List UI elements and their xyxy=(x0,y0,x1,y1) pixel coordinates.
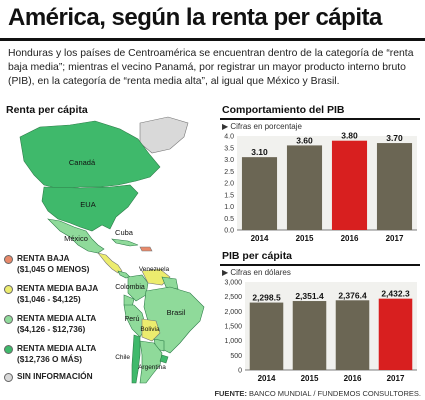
chart1-title: Comportamiento del PIB xyxy=(222,104,345,116)
legend-swatch-lower-mid xyxy=(4,285,13,294)
gdp-per-capita-chart: 0 500 1,000 1,500 2,000 2,500 3,000 2,298.5 2014… xyxy=(224,280,417,383)
uruguay-shape xyxy=(159,354,169,364)
argentina-shape xyxy=(139,340,163,384)
cuba-shape xyxy=(111,238,139,247)
hispaniola-shape xyxy=(139,246,153,252)
y-tick-label: 3.0 xyxy=(224,157,234,164)
legend-item: SIN INFORMACIÓN xyxy=(4,371,93,382)
x-tick-label-2016: 2016 xyxy=(341,234,359,243)
y-tick-label: 2.5 xyxy=(224,169,234,176)
legend-swatch-low xyxy=(4,255,13,264)
y-tick-label: 2.0 xyxy=(224,181,234,188)
x-tick-label-2015: 2015 xyxy=(296,234,314,243)
y-tick-label: 1.5 xyxy=(224,192,234,199)
country-label-usa: EUA xyxy=(80,200,95,209)
data-label-2016: 3.80 xyxy=(341,132,358,141)
source-note: FUENTE: BANCO MUNDIAL / FUNDEMOS CONSULT… xyxy=(214,389,421,398)
x-tick-label-2015: 2015 xyxy=(301,374,319,383)
x-tick-label-2014: 2014 xyxy=(258,374,276,383)
country-label-peru: Perú xyxy=(125,316,140,323)
y-tick-label: 1,500 xyxy=(224,324,242,331)
y-tick-label: 1,000 xyxy=(224,338,242,345)
legend-swatch-high xyxy=(4,345,13,354)
legend-swatch-no-info xyxy=(4,373,13,382)
country-label-colombia: Colombia xyxy=(115,284,145,291)
legend-swatch-upper-mid xyxy=(4,315,13,324)
chart1-unit-text: Cifras en porcentaje xyxy=(230,122,302,131)
data-label-2017: 3.70 xyxy=(386,133,403,143)
x-tick-label-2016: 2016 xyxy=(344,374,362,383)
data-label-2017: 2,432.3 xyxy=(381,289,410,299)
legend-item: RENTA MEDIA ALTA ($4,126 - $12,736) xyxy=(4,313,96,335)
bar-2017 xyxy=(378,298,413,370)
chart2-divider xyxy=(220,264,420,266)
y-tick-label: 0.0 xyxy=(224,228,234,235)
legend-label: SIN INFORMACIÓN xyxy=(17,371,93,381)
data-label-2015: 3.60 xyxy=(296,135,313,145)
country-label-bolivia: Bolivia xyxy=(140,326,160,333)
data-label-2014: 3.10 xyxy=(251,147,268,157)
title-divider xyxy=(0,38,425,41)
y-tick-label: 3.5 xyxy=(224,145,234,152)
page-title: América, según la renta per cápita xyxy=(8,4,382,31)
chart2-unit-note: ▶ Cifras en dólares xyxy=(222,268,291,277)
country-label-brasil: Brasil xyxy=(167,308,186,317)
bar-2016 xyxy=(331,140,368,230)
chart1-divider xyxy=(220,118,420,120)
usa-shape xyxy=(41,184,139,232)
gdp-growth-chart: 0.0 0.5 1.0 1.5 2.0 2.5 3.0 3.5 4.0 3.10 2014 3.60 2… xyxy=(224,132,417,243)
legend-range: ($4,126 - $12,736) xyxy=(17,324,86,335)
country-label-mexico: México xyxy=(64,234,88,243)
x-tick-label-2017: 2017 xyxy=(386,234,404,243)
chart1-unit-note: ▶ Cifras en porcentaje xyxy=(222,122,302,131)
source-label: FUENTE: xyxy=(214,389,247,398)
legend-label: RENTA MEDIA ALTA xyxy=(17,313,97,323)
bar-2015 xyxy=(292,301,327,370)
legend-range: ($12,736 O MÁS) xyxy=(17,354,83,365)
americas-map: Canadá EUA México Cuba Venezuela Colombi… xyxy=(0,115,215,385)
source-text: BANCO MUNDIAL / FUNDEMOS CONSULTORES. xyxy=(246,389,421,398)
chile-shape xyxy=(131,334,141,384)
y-tick-label: 1.0 xyxy=(224,204,234,211)
data-label-2014: 2,298.5 xyxy=(252,293,281,303)
legend-range: ($1,045 O MENOS) xyxy=(17,264,90,275)
y-tick-label: 500 xyxy=(230,353,242,360)
y-tick-label: 0.5 xyxy=(224,216,234,223)
bar-2014 xyxy=(249,302,284,370)
bar-2017 xyxy=(376,143,413,230)
guianas-shape xyxy=(161,276,179,290)
central-america-shape xyxy=(97,252,123,274)
bar-2016 xyxy=(335,300,370,370)
country-label-argentina: Argentina xyxy=(138,364,166,371)
intro-paragraph: Honduras y los países de Centroamérica s… xyxy=(8,48,414,87)
chart2-title: PIB per cápita xyxy=(222,250,293,262)
data-label-2016: 2,376.4 xyxy=(338,290,367,300)
y-tick-label: 0 xyxy=(238,368,242,375)
legend-range: ($1,046 - $4,125) xyxy=(17,294,81,305)
legend-label: RENTA MEDIA ALTA xyxy=(17,343,97,353)
legend-label: RENTA MEDIA BAJA xyxy=(17,283,99,293)
legend-item: RENTA MEDIA ALTA ($12,736 O MÁS) xyxy=(4,343,96,365)
country-label-chile: Chile xyxy=(115,354,130,361)
legend-item: RENTA BAJA ($1,045 O MENOS) xyxy=(4,253,89,275)
canada-shape xyxy=(19,120,161,190)
bar-2014 xyxy=(241,157,278,230)
legend-label: RENTA BAJA xyxy=(17,253,70,263)
legend-item: RENTA MEDIA BAJA ($1,046 - $4,125) xyxy=(4,283,98,305)
bar-2015 xyxy=(286,145,323,230)
y-tick-label: 3,000 xyxy=(224,280,242,287)
x-tick-label-2014: 2014 xyxy=(251,234,269,243)
y-tick-label: 4.0 xyxy=(224,134,234,141)
country-label-venezuela: Venezuela xyxy=(139,266,170,273)
map-section-title: Renta per cápita xyxy=(6,104,88,116)
x-tick-label-2017: 2017 xyxy=(387,374,405,383)
country-label-canada: Canadá xyxy=(69,158,96,167)
bolivia-shape xyxy=(141,318,161,342)
y-tick-label: 2,000 xyxy=(224,309,242,316)
mexico-shape xyxy=(47,218,105,254)
chart2-unit-text: Cifras en dólares xyxy=(230,268,291,277)
country-label-cuba: Cuba xyxy=(115,228,134,237)
y-tick-label: 2,500 xyxy=(224,294,242,301)
data-label-2015: 2,351.4 xyxy=(295,291,324,301)
